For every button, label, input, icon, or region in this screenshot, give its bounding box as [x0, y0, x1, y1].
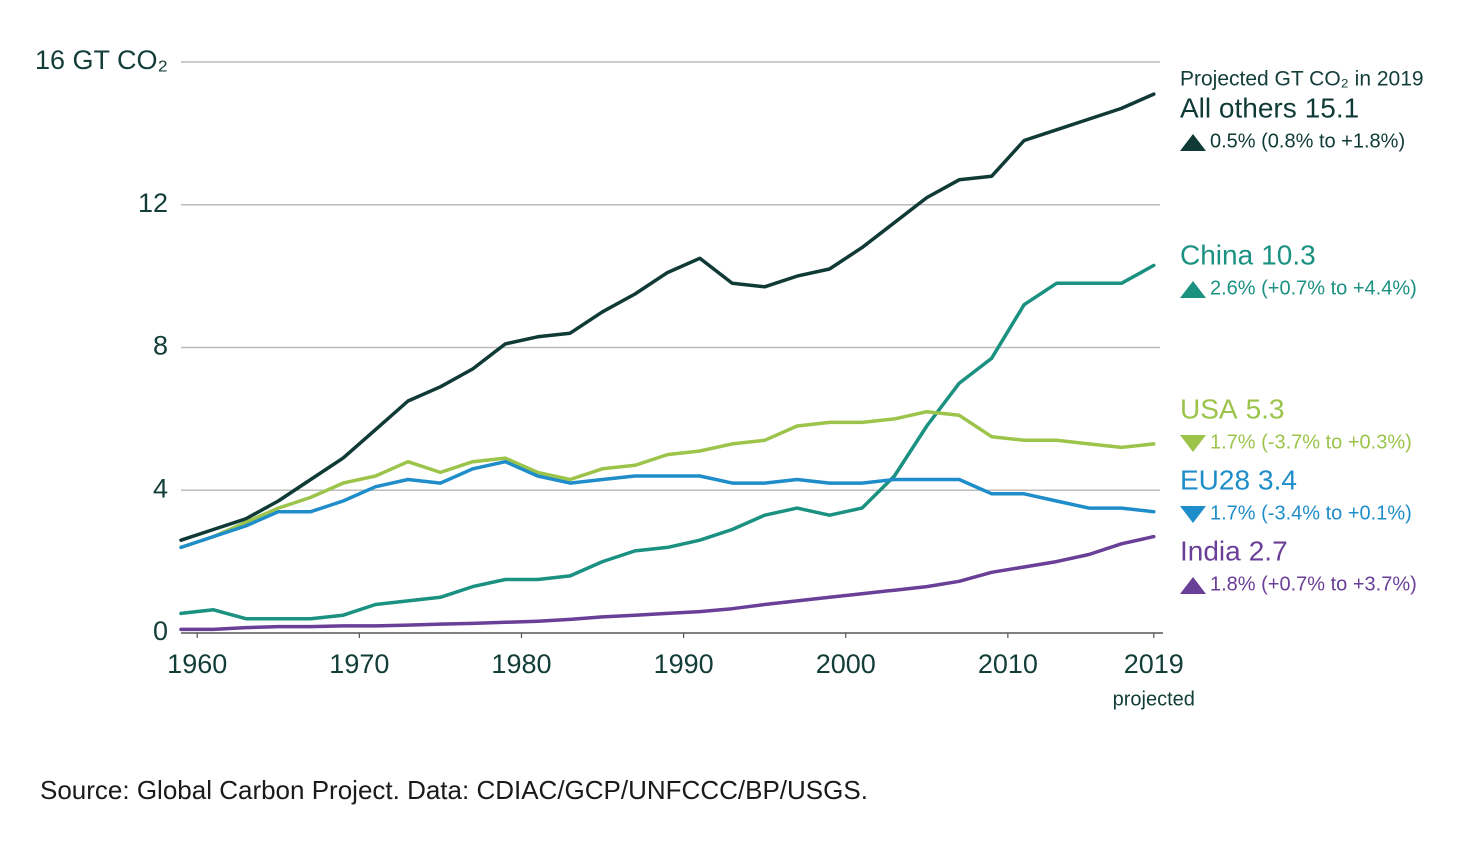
x-tick-label: 1990 [654, 649, 714, 679]
series-line [179, 92, 1156, 542]
legend-value: 5.3 [1246, 393, 1285, 424]
x-tick-label: 2010 [978, 649, 1038, 679]
legend-value: 3.4 [1258, 464, 1297, 495]
x-tick-label: 1970 [329, 649, 389, 679]
legend-change: 1.7% (-3.7% to +0.3%) [1210, 431, 1412, 453]
y-tick-label: 8 [153, 331, 168, 361]
legend-name: China [1180, 239, 1254, 270]
trend-marker [1180, 281, 1206, 298]
y-tick-label: 12 [138, 188, 168, 218]
legend-value: 2.7 [1249, 535, 1288, 566]
x-tick-label: 1980 [491, 649, 551, 679]
x-tick-label: 2000 [816, 649, 876, 679]
series-line [179, 263, 1156, 621]
legend-value: 10.3 [1261, 239, 1316, 270]
x-tick-label: 1960 [167, 649, 227, 679]
y-tick-label: 16 GT CO₂ [35, 45, 168, 75]
trend-marker [1180, 506, 1206, 523]
legend-value: 15.1 [1305, 92, 1360, 123]
trend-marker [1180, 577, 1206, 594]
legend-name: USA [1180, 393, 1238, 424]
legend-name: All others [1180, 92, 1297, 123]
x-tick-label: 2019 [1124, 649, 1184, 679]
legend-change: 0.5% (0.8% to +1.8%) [1210, 130, 1405, 152]
trend-marker [1180, 435, 1206, 452]
legend-name: India [1180, 535, 1241, 566]
series-line [179, 534, 1156, 632]
legend-title: Projected GT CO₂ in 2019 [1180, 68, 1424, 91]
y-tick-label: 0 [153, 616, 168, 646]
y-tick-label: 4 [153, 473, 168, 503]
trend-marker [1180, 134, 1206, 151]
source: Source: Global Carbon Project. Data: CDI… [40, 775, 868, 805]
series-line [179, 409, 1156, 550]
legend-change: 1.7% (-3.4% to +0.1%) [1210, 502, 1412, 524]
series-line [179, 459, 1156, 550]
legend-name: EU28 [1180, 464, 1250, 495]
legend-change: 1.8% (+0.7% to +3.7%) [1210, 573, 1417, 595]
legend-change: 2.6% (+0.7% to +4.4%) [1210, 277, 1417, 299]
x-annotation: projected [1113, 688, 1195, 710]
